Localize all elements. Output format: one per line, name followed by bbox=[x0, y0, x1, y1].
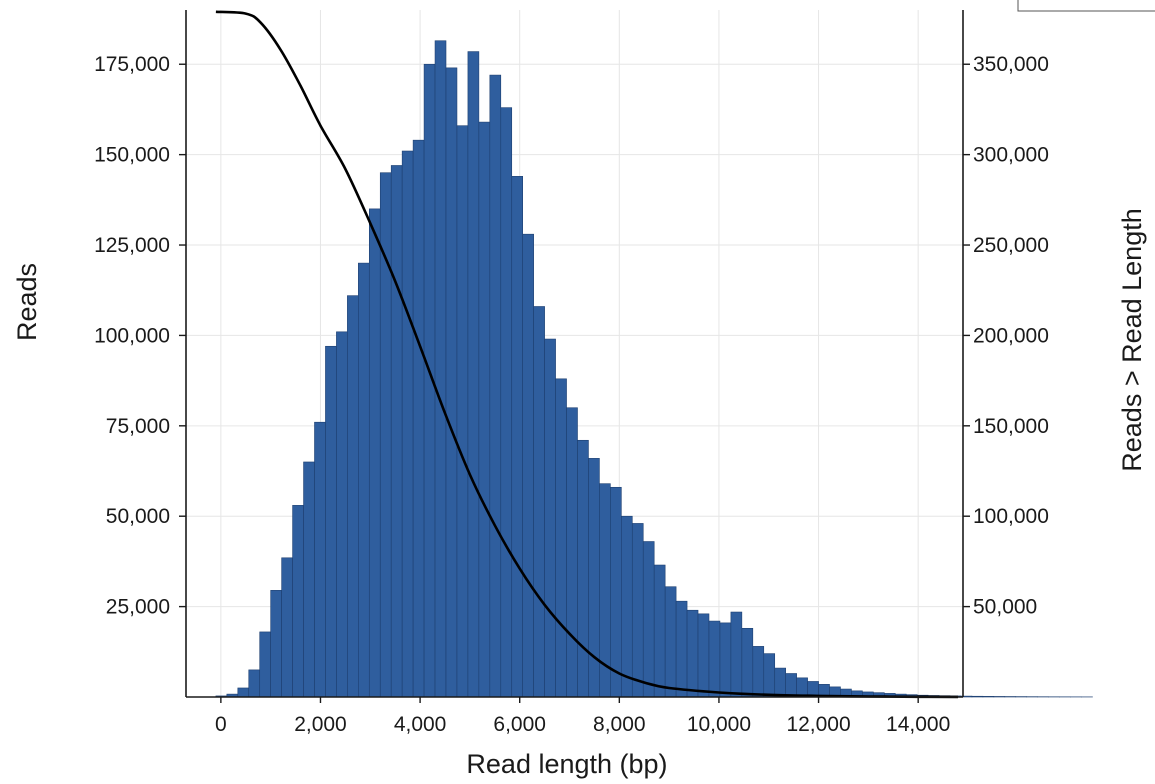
x-tick-label: 4,000 bbox=[394, 713, 447, 736]
corner-fragment-box bbox=[1017, 0, 1155, 12]
histogram-bar bbox=[456, 125, 469, 698]
cumulative-curve bbox=[215, 10, 959, 699]
histogram-bar bbox=[664, 586, 677, 698]
reads-greater-than-length-line bbox=[215, 10, 959, 699]
histogram-bar bbox=[566, 407, 578, 698]
y-tick-label-left: 175,000 bbox=[94, 53, 170, 76]
y-tick-label-left: 75,000 bbox=[106, 415, 170, 438]
x-axis-title: Read length (bp) bbox=[466, 749, 667, 779]
histogram-bar bbox=[621, 515, 633, 698]
histogram-bar bbox=[489, 74, 502, 698]
y-tick-label-right: 50,000 bbox=[973, 596, 1037, 619]
histogram-bar bbox=[993, 696, 1006, 698]
axes bbox=[179, 10, 970, 703]
histogram-bar bbox=[642, 541, 655, 698]
histogram-bar bbox=[500, 107, 513, 698]
y-tick-label-right: 350,000 bbox=[973, 53, 1049, 76]
y-tick-label-left: 150,000 bbox=[94, 144, 170, 167]
x-tick-label: 14,000 bbox=[886, 713, 950, 736]
histogram-bar bbox=[368, 208, 381, 698]
y-tick-label-left: 25,000 bbox=[106, 596, 170, 619]
y-axis-title-left: Reads bbox=[12, 263, 42, 341]
tick-labels: 25,000 50,000 75,000 100,000 125,000 150,000 1… bbox=[94, 53, 1049, 736]
x-tick-label: 10,000 bbox=[687, 713, 751, 736]
histogram-bar bbox=[511, 176, 524, 698]
histogram-bar bbox=[445, 67, 458, 698]
histogram-bar bbox=[390, 165, 403, 698]
histogram-bar bbox=[544, 338, 556, 698]
histogram-bar bbox=[270, 590, 282, 698]
histogram-bar bbox=[292, 505, 304, 698]
y-tick-label-right: 100,000 bbox=[973, 505, 1049, 528]
histogram-bar bbox=[982, 696, 995, 698]
x-tick-label: 6,000 bbox=[493, 713, 546, 736]
x-tick-label: 2,000 bbox=[294, 713, 347, 736]
histogram-bar bbox=[971, 695, 984, 698]
histogram-bar bbox=[336, 331, 348, 698]
histogram-bar bbox=[259, 631, 271, 698]
histogram-bar bbox=[358, 262, 370, 698]
histogram-bars bbox=[215, 40, 1093, 698]
histogram-bar bbox=[478, 121, 491, 698]
histogram-bar bbox=[653, 564, 666, 698]
histogram-bar bbox=[577, 439, 589, 698]
histogram-bar bbox=[303, 461, 315, 698]
histogram-bar bbox=[325, 345, 337, 698]
histogram-bar bbox=[555, 378, 567, 698]
x-tick-label: 0 bbox=[215, 713, 227, 736]
histogram-bar bbox=[708, 620, 721, 698]
x-tick-label: 12,000 bbox=[786, 713, 850, 736]
x-tick-label: 8,000 bbox=[593, 713, 646, 736]
histogram-bar bbox=[774, 667, 786, 698]
histogram-bar bbox=[686, 609, 699, 698]
histogram-bar bbox=[522, 233, 534, 698]
y-tick-label-right: 300,000 bbox=[973, 144, 1049, 167]
histogram-bar bbox=[675, 600, 688, 698]
histogram-bar bbox=[796, 677, 808, 698]
y-tick-label-left: 100,000 bbox=[94, 324, 170, 347]
y-axis-title-right: Reads > Read Length bbox=[1117, 208, 1147, 471]
histogram-bar bbox=[467, 51, 480, 698]
y-tick-label-left: 125,000 bbox=[94, 234, 170, 257]
histogram-bar bbox=[248, 669, 261, 698]
y-tick-label-right: 150,000 bbox=[973, 415, 1049, 438]
histogram-bar bbox=[697, 613, 710, 698]
histogram-bar bbox=[314, 421, 326, 698]
histogram-bar bbox=[401, 150, 414, 698]
histogram-bar bbox=[347, 295, 359, 698]
histogram-bar bbox=[719, 622, 732, 698]
histogram-bar bbox=[434, 40, 447, 698]
histogram-bar bbox=[610, 486, 622, 698]
histogram-bar bbox=[730, 611, 743, 698]
y-tick-label-right: 200,000 bbox=[973, 324, 1049, 347]
histogram-bar bbox=[763, 653, 776, 698]
histogram-bar bbox=[412, 139, 425, 698]
histogram-bar bbox=[281, 557, 293, 698]
histogram-bar bbox=[741, 627, 754, 698]
histogram-bar bbox=[752, 646, 765, 698]
histogram-bar bbox=[785, 673, 797, 698]
histogram-bar bbox=[533, 306, 545, 698]
histogram-bar bbox=[237, 687, 250, 698]
histogram-bar bbox=[631, 523, 644, 698]
y-tick-label-right: 250,000 bbox=[973, 234, 1049, 257]
y-tick-label-left: 50,000 bbox=[106, 505, 170, 528]
